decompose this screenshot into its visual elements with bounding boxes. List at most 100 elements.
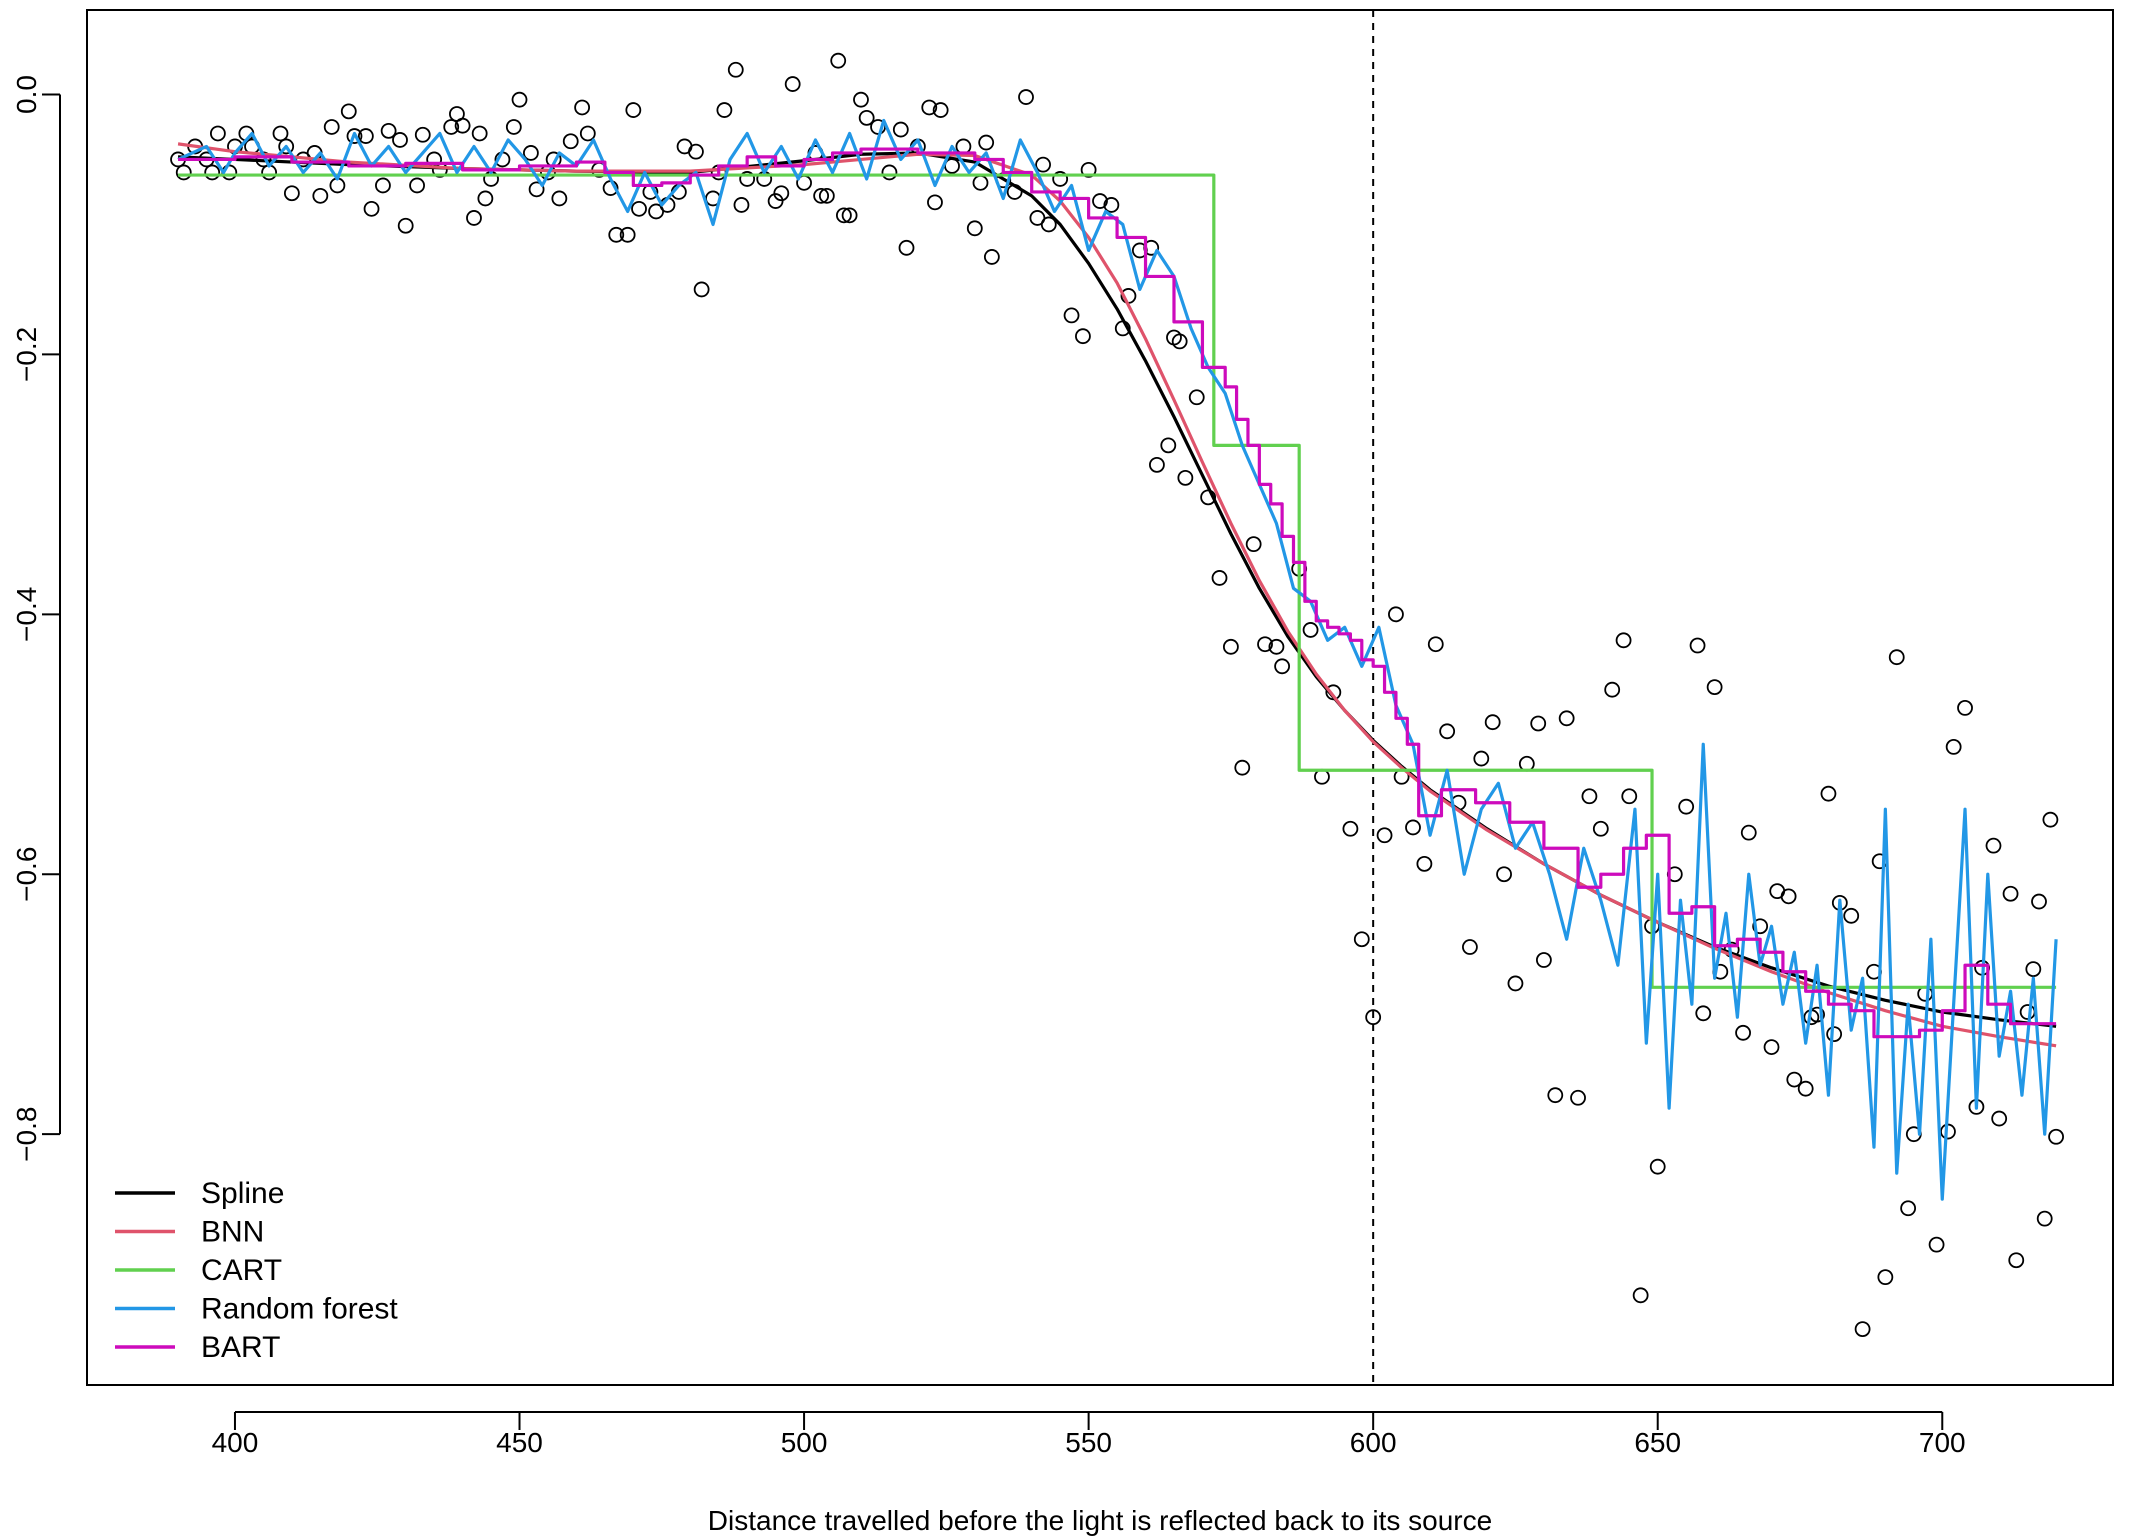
data-point	[283, 185, 300, 202]
data-point	[209, 125, 226, 142]
data-point	[1302, 622, 1319, 638]
data-point	[2002, 885, 2019, 902]
data-point	[1854, 1321, 1871, 1338]
data-point	[1877, 1269, 1894, 1286]
data-point	[1695, 1005, 1712, 1022]
x-tick-label: 650	[1634, 1427, 1681, 1458]
legend-label: Random forest	[201, 1293, 398, 1326]
data-point	[1706, 679, 1723, 696]
data-point	[1211, 570, 1228, 586]
data-point	[1592, 820, 1609, 837]
data-point	[1268, 638, 1285, 655]
data-point	[357, 128, 374, 144]
x-tick-label: 400	[212, 1427, 259, 1458]
data-point	[688, 143, 704, 160]
data-point	[813, 187, 830, 204]
data-point	[1188, 389, 1205, 406]
data-point	[830, 52, 847, 69]
data-point	[1177, 469, 1194, 486]
data-point	[414, 126, 431, 143]
data-point	[1786, 1071, 1803, 1088]
data-point	[1171, 333, 1188, 350]
data-point	[1462, 939, 1478, 955]
data-point	[1615, 632, 1632, 649]
data-point	[1547, 1087, 1564, 1104]
data-point	[1405, 819, 1421, 836]
data-point	[1075, 328, 1091, 345]
data-point	[1342, 820, 1359, 837]
x-tick-label: 450	[496, 1427, 543, 1458]
data-point	[1797, 1080, 1814, 1097]
data-point	[528, 181, 545, 198]
data-point	[631, 200, 647, 217]
data-point	[2019, 1004, 2036, 1020]
data-point	[454, 117, 471, 134]
data-point	[2036, 1210, 2053, 1227]
data-point	[858, 109, 875, 126]
data-point	[1649, 1158, 1666, 1175]
data-point	[1507, 975, 1524, 992]
data-point	[921, 99, 938, 116]
plot-frame	[86, 9, 2114, 1386]
data-point	[1234, 759, 1251, 776]
data-point	[983, 249, 1000, 265]
data-point	[1080, 161, 1097, 178]
data-point	[562, 133, 579, 150]
data-point	[1530, 715, 1547, 732]
x-axis-title: Distance travelled before the light is r…	[708, 1505, 1492, 1536]
data-point	[397, 217, 414, 234]
data-point	[1222, 638, 1239, 655]
data-point	[1388, 606, 1404, 623]
data-point	[853, 91, 869, 108]
data-point	[1604, 681, 1621, 698]
axes-layer: 400 450 500 550 600 650 700 0.0 −0.2 −0.4 −0.6 −0.8	[11, 75, 1966, 1458]
data-point	[392, 132, 408, 148]
data-point	[1991, 1110, 2008, 1127]
y-tick-label: −0.4	[11, 587, 42, 642]
data-point	[363, 200, 380, 217]
data-point	[619, 226, 636, 243]
series-cart	[178, 173, 2057, 989]
data-point	[818, 187, 835, 204]
data-point	[841, 207, 858, 224]
data-point	[898, 239, 915, 256]
data-point	[2048, 1128, 2064, 1145]
data-point	[716, 102, 733, 118]
data-point	[1245, 536, 1262, 553]
data-point	[1558, 710, 1575, 727]
data-point	[1888, 649, 1905, 666]
data-point	[1040, 216, 1057, 233]
data-point	[1763, 1039, 1780, 1055]
data-point	[312, 187, 329, 204]
data-point	[1985, 837, 2002, 854]
data-point	[773, 185, 790, 202]
data-point	[1678, 798, 1695, 815]
data-point	[1416, 855, 1433, 872]
x-tick-label: 700	[1919, 1427, 1966, 1458]
data-point	[1484, 714, 1501, 731]
data-point	[443, 119, 460, 135]
data-point	[1427, 636, 1444, 653]
data-point	[1826, 1026, 1843, 1043]
data-point	[932, 102, 949, 118]
data-point	[2042, 811, 2059, 828]
data-point	[978, 134, 995, 151]
data-point	[1780, 888, 1797, 905]
data-point	[340, 103, 357, 120]
x-tick-label: 500	[781, 1427, 828, 1458]
data-point	[522, 145, 539, 161]
data-point	[1035, 156, 1051, 173]
data-point	[1063, 307, 1080, 324]
data-point	[739, 171, 756, 187]
data-point	[466, 210, 482, 226]
data-point	[278, 138, 295, 155]
data-point	[175, 164, 192, 181]
x-tick-label: 600	[1350, 1427, 1397, 1458]
legend-label: CART	[201, 1254, 282, 1287]
legend-label: BNN	[201, 1216, 264, 1249]
data-point	[409, 177, 425, 194]
data-point	[693, 281, 710, 298]
data-point	[1052, 171, 1069, 187]
data-point	[625, 102, 642, 118]
data-point	[323, 119, 340, 135]
